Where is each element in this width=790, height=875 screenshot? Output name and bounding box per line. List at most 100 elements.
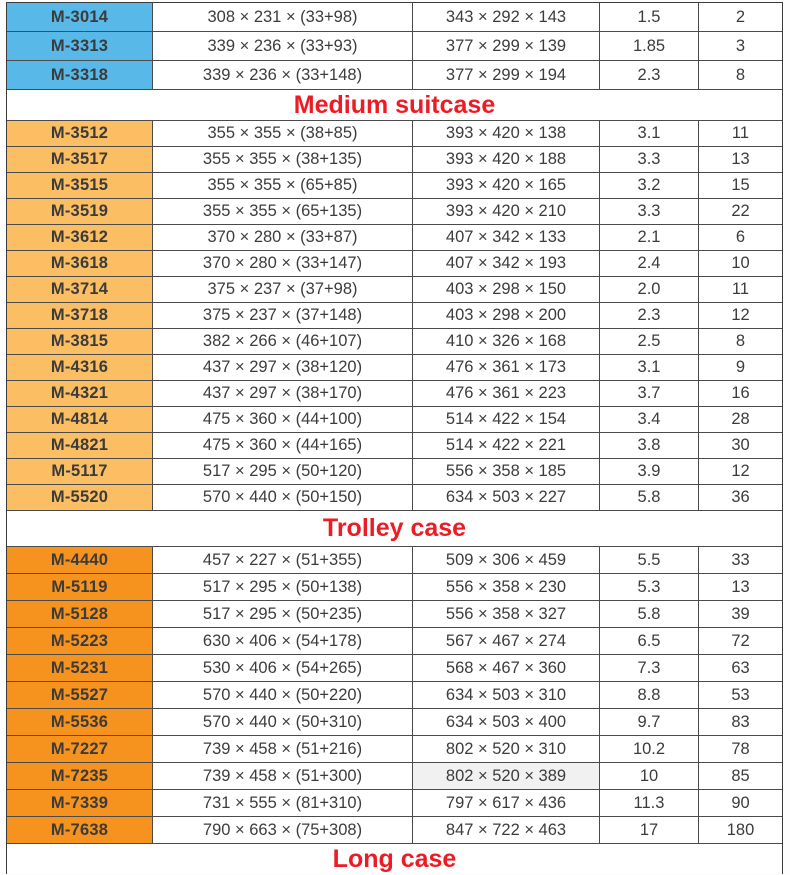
outer-dims-cell: 797 × 617 × 436 [413, 790, 600, 816]
inner-dims-cell: 370 × 280 × (33+147) [153, 251, 413, 276]
model-cell: M-4440 [7, 547, 153, 573]
qty-cell: 180 [726, 820, 755, 839]
outer-dims-cell: 802 × 520 × 310 [413, 736, 600, 762]
weight-cell: 1.5 [600, 3, 699, 31]
model-cell: M-3313 [7, 32, 153, 60]
weight-cell: 2.1 [600, 225, 699, 250]
weight-cell: 3.7 [600, 381, 699, 406]
table-row: M-4821 475 × 360 × (44+165) 514 × 422 × 22… [7, 433, 782, 459]
outer-dims-cell: 377 × 299 × 194 [413, 61, 600, 89]
table-row: M-3618 370 × 280 × (33+147) 407 × 342 × 19… [7, 251, 782, 277]
model-cell: M-7339 [7, 790, 153, 816]
weight-cell: 5.8 [600, 601, 699, 627]
outer-dims-cell: 393 × 420 × 188 [413, 147, 600, 172]
table-row: M-3515 355 × 355 × (65+85) 393 × 420 × 165… [7, 173, 782, 199]
table-row: M-3313 339 × 236 × (33+93) 377 × 299 × 139… [7, 32, 782, 61]
outer-dims-cell: 567 × 467 × 274 [413, 628, 600, 654]
inner-dims-cell: 475 × 360 × (44+165) [153, 433, 413, 458]
table-row: M-5128 517 × 295 × (50+235) 556 × 358 × 32… [7, 601, 782, 628]
section-header: Trolley case [7, 511, 782, 547]
inner-dims-cell: 475 × 360 × (44+100) [153, 407, 413, 432]
table-row: M-5223 630 × 406 × (54+178) 567 × 467 × 27… [7, 628, 782, 655]
table-row: M-4316 437 × 297 × (38+120) 476 × 361 × 17… [7, 355, 782, 381]
qty-cell: 53 [731, 685, 750, 704]
inner-dims-cell: 355 × 355 × (65+135) [153, 199, 413, 224]
table-row: M-3517 355 × 355 × (38+135) 393 × 420 × 18… [7, 147, 782, 173]
table-row: M-5119 517 × 295 × (50+138) 556 × 358 × 23… [7, 574, 782, 601]
outer-dims-cell: 556 × 358 × 327 [413, 601, 600, 627]
table-row: M-4321 437 × 297 × (38+170) 476 × 361 × 22… [7, 381, 782, 407]
model-cell: M-7235 [7, 763, 153, 789]
model-cell: M-4321 [7, 381, 153, 406]
weight-cell: 2.3 [600, 303, 699, 328]
inner-dims-cell: 570 × 440 × (50+310) [153, 709, 413, 735]
inner-dims-cell: 739 × 458 × (51+216) [153, 736, 413, 762]
weight-cell: 17 [600, 817, 699, 843]
inner-dims-cell: 530 × 406 × (54+265) [153, 655, 413, 681]
table-row: M-7235 739 × 458 × (51+300) 802 × 520 × 38… [7, 763, 782, 790]
qty-cell: 36 [731, 488, 750, 506]
qty-cell: 83 [731, 712, 750, 731]
outer-dims-cell: 514 × 422 × 154 [413, 407, 600, 432]
outer-dims-cell: 407 × 342 × 133 [413, 225, 600, 250]
qty-cell: 28 [731, 410, 750, 428]
inner-dims-cell: 517 × 295 × (50+138) [153, 574, 413, 600]
qty-cell: 63 [731, 658, 750, 677]
outer-dims-cell: 847 × 722 × 463 [413, 817, 600, 843]
table-row: M-3512 355 × 355 × (38+85) 393 × 420 × 138… [7, 121, 782, 147]
model-cell: M-4316 [7, 355, 153, 380]
model-cell: M-4821 [7, 433, 153, 458]
model-cell: M-5119 [7, 574, 153, 600]
qty-cell: 16 [731, 384, 750, 402]
weight-cell: 3.2 [600, 173, 699, 198]
weight-cell: 3.3 [600, 199, 699, 224]
weight-cell: 2.4 [600, 251, 699, 276]
table-row: M-3612 370 × 280 × (33+87) 407 × 342 × 133… [7, 225, 782, 251]
weight-cell: 2.5 [600, 329, 699, 354]
qty-cell: 90 [731, 793, 750, 812]
table-row: M-5520 570 × 440 × (50+150) 634 × 503 × 22… [7, 485, 782, 511]
model-cell: M-3718 [7, 303, 153, 328]
inner-dims-cell: 570 × 440 × (50+150) [153, 485, 413, 510]
inner-dims-cell: 437 × 297 × (38+170) [153, 381, 413, 406]
outer-dims-cell: 476 × 361 × 223 [413, 381, 600, 406]
outer-dims-cell: 393 × 420 × 138 [413, 121, 600, 146]
inner-dims-cell: 517 × 295 × (50+120) [153, 459, 413, 484]
table-row: M-7638 790 × 663 × (75+308) 847 × 722 × 46… [7, 817, 782, 844]
qty-cell: 11 [731, 280, 750, 298]
section-header: Long case [7, 844, 782, 874]
qty-cell: 22 [731, 202, 750, 220]
outer-dims-cell: 634 × 503 × 227 [413, 485, 600, 510]
model-cell: M-3714 [7, 277, 153, 302]
table-row: M-4814 475 × 360 × (44+100) 514 × 422 × 15… [7, 407, 782, 433]
qty-cell: 2 [735, 7, 746, 26]
weight-cell: 3.1 [600, 355, 699, 380]
outer-dims-cell: 393 × 420 × 165 [413, 173, 600, 198]
weight-cell: 5.5 [600, 547, 699, 573]
weight-cell: 3.9 [600, 459, 699, 484]
model-cell: M-5520 [7, 485, 153, 510]
inner-dims-cell: 731 × 555 × (81+310) [153, 790, 413, 816]
weight-cell: 9.7 [600, 709, 699, 735]
outer-dims-cell: 634 × 503 × 400 [413, 709, 600, 735]
table-row: M-5117 517 × 295 × (50+120) 556 × 358 × 18… [7, 459, 782, 485]
model-cell: M-3612 [7, 225, 153, 250]
qty-cell: 30 [731, 436, 750, 454]
table-section: M-3014 308 × 231 × (33+98) 343 × 292 × 143… [7, 3, 782, 90]
outer-dims-cell: 403 × 298 × 150 [413, 277, 600, 302]
weight-cell: 6.5 [600, 628, 699, 654]
weight-cell: 10 [600, 763, 699, 789]
table-row: M-7339 731 × 555 × (81+310) 797 × 617 × 43… [7, 790, 782, 817]
weight-cell: 3.1 [600, 121, 699, 146]
inner-dims-cell: 339 × 236 × (33+93) [153, 32, 413, 60]
weight-cell: 8.8 [600, 682, 699, 708]
inner-dims-cell: 630 × 406 × (54+178) [153, 628, 413, 654]
qty-cell: 13 [731, 577, 750, 596]
weight-cell: 7.3 [600, 655, 699, 681]
model-cell: M-5128 [7, 601, 153, 627]
outer-dims-cell: 556 × 358 × 185 [413, 459, 600, 484]
spec-table: M-3014 308 × 231 × (33+98) 343 × 292 × 143… [6, 2, 783, 874]
qty-cell: 78 [731, 739, 750, 758]
model-cell: M-3519 [7, 199, 153, 224]
qty-cell: 9 [735, 358, 746, 376]
